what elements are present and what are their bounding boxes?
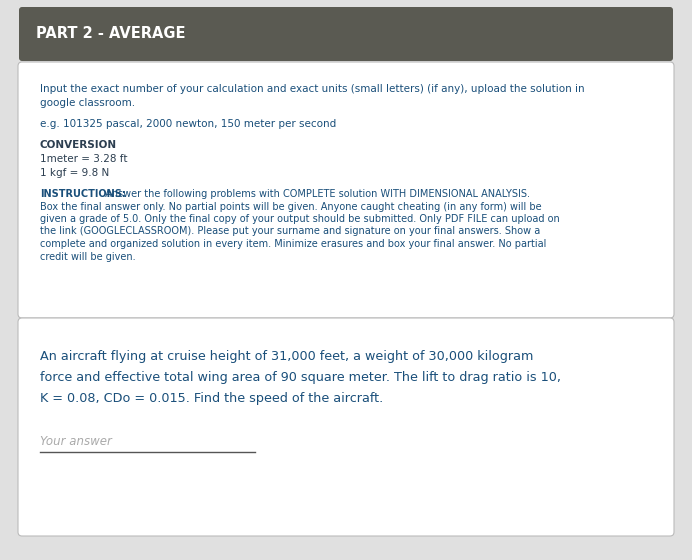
Text: An aircraft flying at cruise height of 31,000 feet, a weight of 30,000 kilogram: An aircraft flying at cruise height of 3… [40, 350, 534, 363]
Text: force and effective total wing area of 90 square meter. The lift to drag ratio i: force and effective total wing area of 9… [40, 371, 561, 384]
Text: Input the exact number of your calculation and exact units (small letters) (if a: Input the exact number of your calculati… [40, 84, 585, 94]
Text: K = 0.08, CDo = 0.015. Find the speed of the aircraft.: K = 0.08, CDo = 0.015. Find the speed of… [40, 392, 383, 405]
FancyBboxPatch shape [18, 62, 674, 318]
Text: Your answer: Your answer [40, 435, 112, 448]
Text: e.g. 101325 pascal, 2000 newton, 150 meter per second: e.g. 101325 pascal, 2000 newton, 150 met… [40, 119, 336, 129]
FancyBboxPatch shape [18, 318, 674, 536]
Text: Answer the following problems with COMPLETE solution WITH DIMENSIONAL ANALYSIS.: Answer the following problems with COMPL… [102, 189, 530, 199]
Text: CONVERSION: CONVERSION [40, 141, 117, 151]
FancyBboxPatch shape [19, 7, 673, 61]
Text: the link (GOOGLECLASSROOM). Please put your surname and signature on your final : the link (GOOGLECLASSROOM). Please put y… [40, 226, 540, 236]
Text: PART 2 - AVERAGE: PART 2 - AVERAGE [36, 26, 185, 41]
Text: Box the final answer only. No partial points will be given. Anyone caught cheati: Box the final answer only. No partial po… [40, 202, 542, 212]
Text: google classroom.: google classroom. [40, 97, 135, 108]
Text: given a grade of 5.0. Only the final copy of your output should be submitted. On: given a grade of 5.0. Only the final cop… [40, 214, 560, 224]
Text: complete and organized solution in every item. Minimize erasures and box your fi: complete and organized solution in every… [40, 239, 547, 249]
Text: 1meter = 3.28 ft: 1meter = 3.28 ft [40, 154, 127, 164]
Text: INSTRUCTIONS:: INSTRUCTIONS: [40, 189, 126, 199]
Text: 1 kgf = 9.8 N: 1 kgf = 9.8 N [40, 167, 109, 178]
Text: credit will be given.: credit will be given. [40, 251, 136, 262]
